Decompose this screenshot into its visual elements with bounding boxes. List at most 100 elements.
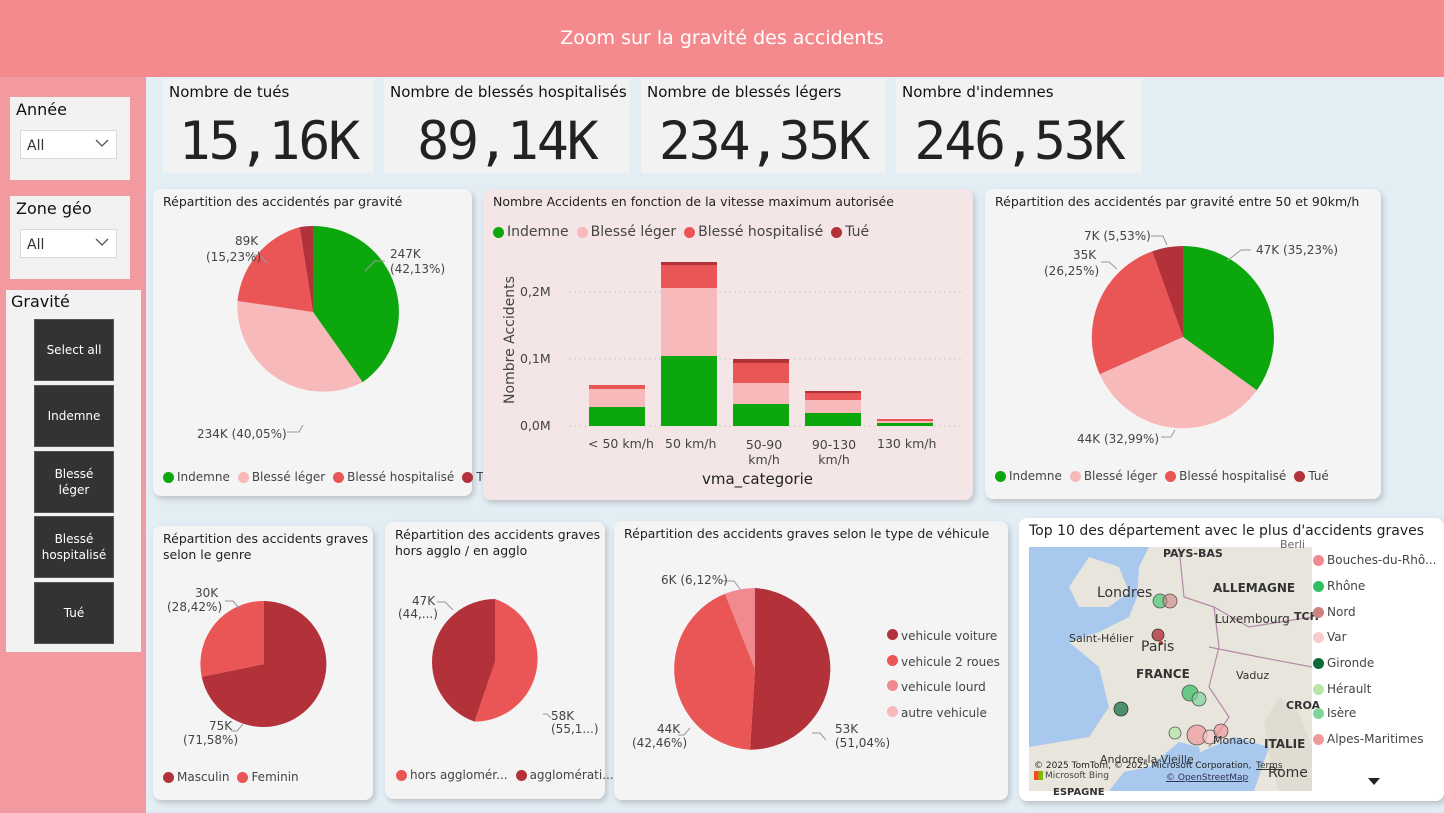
map-terms-link[interactable]: Terms [1256,761,1283,771]
map-label-france: FRANCE [1136,667,1190,681]
map-osm-link[interactable]: © OpenStreetMap [1166,773,1249,783]
legend-item-hors-agglo[interactable]: hors agglomér... [396,768,508,782]
bar-lt50 [589,385,645,426]
pie-gravite-chart [237,226,399,433]
pie-agglo-label-agglo-pct: (44,...) [398,607,438,621]
map-label-italie: ITALIE [1264,737,1306,751]
pie-gravite-label-hosp-value: 89K [235,234,259,248]
legend-item-voiture[interactable]: vehicule voiture [887,624,1000,650]
map-label-paris: Paris [1141,639,1175,655]
pie-vehicule-chart [674,580,831,750]
map-label-pays-bas: PAYS-BAS [1163,547,1223,560]
annee-slicer-title: Année [16,100,67,119]
bar-vitesse-ytick-2: 0,2M [520,284,551,299]
map-label-rome: Rome [1268,765,1308,781]
legend-item-leger[interactable]: Blessé léger [1069,469,1157,483]
legend-item-autre[interactable]: autre vehicule [887,701,1000,727]
map-legend-alpes-maritimes[interactable]: Alpes-Maritimes [1313,732,1423,746]
pie-vehicule-slice-2roues [674,593,755,750]
pie-gravite-slice-leger [237,301,363,392]
bar-vitesse-xtick-4: 130 km/h [877,436,937,451]
pie-vehicule-title: Répartition des accidents graves selon l… [624,526,990,541]
kpi-tues-label: Nombre de tués [169,83,290,101]
legend-item-indemne[interactable]: Indemne [163,470,230,484]
bar-vitesse-legend: Indemne Blessé léger Blessé hospitalisé … [493,224,869,240]
pie-genre-title: Répartition des accidents graves selon l… [163,531,369,562]
bar-vitesse-xtick-2: 50-90 km/h [745,437,783,467]
bar-vitesse-ytick-0: 0,0M [520,418,551,433]
legend-item-masculin[interactable]: Masculin [163,770,229,784]
zone-dropdown-value: All [27,237,45,253]
legend-item-hospitalise[interactable]: Blessé hospitalisé [333,470,454,484]
legend-item-agglo[interactable]: agglomérati... [515,768,614,782]
bar-vitesse-chart [569,262,963,427]
kpi-hospitalises-label: Nombre de blessés hospitalisés [390,83,627,101]
map-legend-bouches-du-rhone[interactable]: Bouches-du-Rhô... [1313,553,1436,567]
map-label-saint-helier: Saint-Hélier [1069,632,1134,645]
pie-agglo-slice-agglo [432,599,495,722]
page-title: Zoom sur la gravité des accidents [560,27,884,49]
bar-vitesse-ylabel: Nombre Accidents [502,276,518,404]
pie-50-90-slice-tue [1152,246,1183,337]
legend-item-hospitalise[interactable]: Blessé hospitalisé [1165,469,1286,483]
kpi-indemnes-label: Nombre d'indemnes [902,83,1054,101]
map-label-londres: Londres [1097,585,1153,601]
pie-genre-chart [200,600,327,732]
pie-genre-slice-feminin [200,600,264,677]
gravite-blesse-hospitalise-button[interactable]: Blessé hospitalisé [34,516,114,578]
gravite-select-all-button[interactable]: Select all [34,319,114,381]
pie-50-90-slice-leger [1099,337,1257,429]
pie-50-90-chart [1091,235,1274,438]
pie-gravite-slice-indemne [313,226,399,383]
map-label-monaco: Monaco [1213,734,1256,747]
bar-90-130 [805,391,861,426]
legend-item-tue[interactable]: Tué [1294,469,1329,483]
pie-agglo-label-hors-pct: (55,1...) [551,722,599,736]
pie-agglo-title: Répartition des accidents graves hors ag… [395,527,601,558]
chevron-down-icon [95,139,109,147]
map-legend-gironde[interactable]: Gironde [1313,656,1374,670]
legend-item-feminin[interactable]: Feminin [237,770,299,784]
legend-item-leger[interactable]: Blessé léger [576,224,676,240]
legend-item-hospitalise[interactable]: Blessé hospitalisé [684,224,823,240]
map-title: Top 10 des département avec le plus d'ac… [1029,523,1425,539]
map-legend-isere[interactable]: Isère [1313,706,1356,720]
bar-vitesse-xtick-1: 50 km/h [665,436,717,451]
pie-vehicule-slice-voiture [750,588,831,750]
legend-item-tue[interactable]: Tué [831,224,869,240]
bar-vitesse-xlabel: vma_categorie [702,470,813,488]
pie-50-90-title: Répartition des accidentés par gravité e… [995,194,1360,209]
pie-genre-label-feminin-pct: (28,42%) [167,600,223,614]
pie-vehicule-label-2roues-pct: (42,46%) [632,736,688,750]
bing-logo: Microsoft Bing [1034,769,1109,783]
map-legend-herault[interactable]: Hérault [1313,682,1371,696]
chevron-down-icon [95,238,109,246]
bar-vitesse-xtick-0: < 50 km/h [588,436,654,451]
gravite-blesse-leger-button[interactable]: Blessé léger [34,451,114,513]
bar-vitesse-card: Nombre Accidents en fonction de la vites… [483,189,973,500]
annee-dropdown[interactable]: All [20,130,117,159]
legend-item-2roues[interactable]: vehicule 2 roues [887,650,1000,676]
zone-dropdown[interactable]: All [20,229,117,258]
map-label-berlin: Berli [1280,538,1305,551]
pie-vehicule-slice-autre [725,588,755,669]
legend-item-indemne[interactable]: Indemne [493,224,569,240]
legend-item-lourd[interactable]: vehicule lourd [887,675,1000,701]
map-label-luxembourg: Luxembourg [1215,612,1290,626]
map-legend-rhone[interactable]: Rhône [1313,579,1365,593]
bar-50-90 [733,359,789,426]
gravite-tue-button[interactable]: Tué [34,582,114,644]
legend-scroll-down-icon[interactable] [1367,777,1381,786]
legend-item-indemne[interactable]: Indemne [995,469,1062,483]
kpi-tues: Nombre de tués 15,16K [163,79,374,173]
pie-vehicule-label-voiture-pct: (51,04%) [835,736,891,750]
map-label-vaduz: Vaduz [1236,669,1270,682]
pie-genre-legend: Masculin Feminin [163,770,299,784]
map-label-croatie: CROA [1286,699,1321,712]
legend-item-leger[interactable]: Blessé léger [237,470,325,484]
map-legend-var[interactable]: Var [1313,630,1347,644]
gravite-indemne-button[interactable]: Indemne [34,385,114,447]
map-legend-nord[interactable]: Nord [1313,605,1356,619]
bar-130 [877,419,933,426]
map-canvas[interactable] [1029,547,1312,791]
